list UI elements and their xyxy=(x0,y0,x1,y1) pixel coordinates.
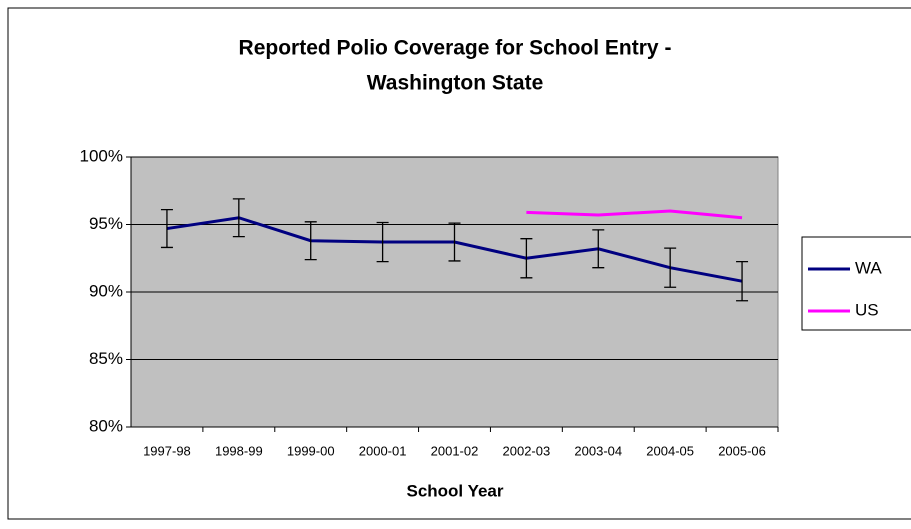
y-tick-label: 95% xyxy=(89,214,123,233)
x-tick-label: 2003-04 xyxy=(574,443,622,458)
x-tick-label: 1997-98 xyxy=(143,443,191,458)
x-tick-label: 2005-06 xyxy=(718,443,766,458)
error-bar xyxy=(160,209,173,249)
x-tick-label: 2002-03 xyxy=(503,443,551,458)
error-bar xyxy=(592,229,605,269)
y-tick-label: 85% xyxy=(89,349,123,368)
chart-title: Reported Polio Coverage for School Entry… xyxy=(239,37,672,60)
x-tick-label: 2004-05 xyxy=(646,443,694,458)
x-tick-label: 2001-02 xyxy=(431,443,479,458)
x-tick-label: 1998-99 xyxy=(215,443,263,458)
error-bar xyxy=(376,221,389,263)
error-bar xyxy=(448,222,461,262)
legend xyxy=(801,236,911,331)
y-tick-label: 100% xyxy=(80,146,123,165)
x-tick-label: 2000-01 xyxy=(359,443,407,458)
error-bar xyxy=(520,238,533,279)
y-tick-label: 90% xyxy=(89,281,123,300)
x-axis-title: School Year xyxy=(406,481,503,500)
legend-label: US xyxy=(855,300,879,319)
chart-title: Washington State xyxy=(367,72,544,95)
error-bar xyxy=(664,247,677,288)
error-bar xyxy=(736,260,749,302)
error-bar xyxy=(232,198,245,238)
error-bar xyxy=(304,221,317,261)
y-tick-label: 80% xyxy=(89,416,123,435)
x-tick-label: 1999-00 xyxy=(287,443,335,458)
legend-label: WA xyxy=(855,258,882,277)
line xyxy=(526,209,743,220)
